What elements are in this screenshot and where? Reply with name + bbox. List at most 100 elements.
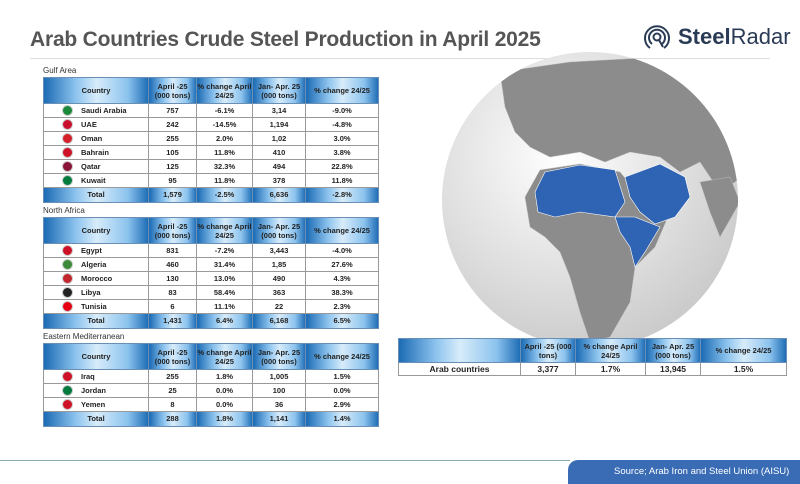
column-header: % change 24/25 [700, 338, 787, 363]
value-cell: 3.0% [305, 131, 379, 146]
value-cell: -4.8% [305, 117, 379, 132]
total-cell: Total [43, 313, 149, 329]
total-row: Total 1,431 6.4% 6,168 6.5% [43, 313, 379, 329]
country-name: Saudi Arabia [81, 105, 127, 115]
value-cell: 2.0% [196, 131, 253, 146]
total-cell: -2.5% [196, 187, 253, 203]
total-cell: 1.8% [196, 411, 253, 427]
value-cell: 460 [148, 257, 197, 272]
arab-region [534, 163, 691, 268]
table-row: Egypt 831 -7.2% 3,443 -4.0% [43, 243, 379, 258]
value-cell: -9.0% [305, 103, 379, 118]
value-cell: 27.6% [305, 257, 379, 272]
flag-icon [62, 161, 73, 173]
country-name: Egypt [81, 245, 102, 255]
country-cell: Saudi Arabia [43, 103, 149, 118]
value-cell: 38.3% [305, 285, 379, 300]
value-cell: 410 [252, 145, 306, 160]
table-row: Oman 255 2.0% 1,02 3.0% [43, 131, 379, 146]
column-header: % change April 24/25 [196, 343, 253, 370]
value-cell: -14.5% [196, 117, 253, 132]
country-name: Yemen [81, 399, 106, 409]
value-cell: 36 [252, 397, 306, 412]
country-cell: Iraq [43, 369, 149, 384]
country-cell: Qatar [43, 159, 149, 174]
value-cell: 757 [148, 103, 197, 118]
eastern-mediterranean-table: Country April -25 (000 tons)% change Apri… [43, 343, 379, 427]
country-name: Tunisia [81, 301, 107, 311]
column-header: April -25 (000 tons) [520, 338, 576, 363]
value-cell: 0.0% [196, 397, 253, 412]
total-cell: Total [43, 187, 149, 203]
table-row: Yemen 8 0.0% 36 2.9% [43, 397, 379, 412]
value-cell: -6.1% [196, 103, 253, 118]
table-row: Morocco 130 13.0% 490 4.3% [43, 271, 379, 286]
value-cell: 494 [252, 159, 306, 174]
country-name: UAE [81, 119, 97, 129]
country-cell: Algeria [43, 257, 149, 272]
column-header [398, 338, 521, 363]
value-cell: 1,02 [252, 131, 306, 146]
value-cell: 11.1% [196, 299, 253, 314]
value-cell: 1,85 [252, 257, 306, 272]
source-footer: Source; Arab Iron and Steel Union (AISU) [568, 460, 800, 484]
value-cell: 11.8% [196, 145, 253, 160]
table-row: Iraq 255 1.8% 1,005 1.5% [43, 369, 379, 384]
table-row: Kuwait 95 11.8% 378 11.8% [43, 173, 379, 188]
total-cell: 6.4% [196, 313, 253, 329]
column-header: Jan- Apr. 25 (000 tons) [252, 217, 306, 244]
summary-header-row: April -25 (000 tons)% change April 24/25… [398, 338, 787, 363]
summary-value-cell: 13,945 [645, 362, 701, 376]
summary-value-cell: 1.5% [700, 362, 787, 376]
table-row: Bahrain 105 11.8% 410 3.8% [43, 145, 379, 160]
table-row: Saudi Arabia 757 -6.1% 3,14 -9.0% [43, 103, 379, 118]
total-cell: 6,168 [252, 313, 306, 329]
country-name: Libya [81, 287, 101, 297]
country-cell: Kuwait [43, 173, 149, 188]
country-name: Oman [81, 133, 103, 143]
column-header: Jan- Apr. 25 (000 tons) [645, 338, 701, 363]
value-cell: 1,005 [252, 369, 306, 384]
country-name: Iraq [81, 371, 95, 381]
flag-icon [62, 371, 73, 383]
country-cell: Oman [43, 131, 149, 146]
summary-value-cell: 3,377 [520, 362, 576, 376]
summary-label-cell: Arab countries [398, 362, 521, 376]
value-cell: 1.8% [196, 369, 253, 384]
flag-icon [62, 245, 73, 257]
total-cell: 1,141 [252, 411, 306, 427]
value-cell: 13.0% [196, 271, 253, 286]
logo-text-light: Radar [730, 24, 791, 49]
table-row: Libya 83 58.4% 363 38.3% [43, 285, 379, 300]
value-cell: 255 [148, 131, 197, 146]
flag-icon [62, 287, 73, 299]
value-cell: -4.0% [305, 243, 379, 258]
flag-icon [62, 273, 73, 285]
country-cell: Libya [43, 285, 149, 300]
divider [30, 58, 770, 59]
total-cell: 1,431 [148, 313, 197, 329]
value-cell: 22 [252, 299, 306, 314]
country-name: Jordan [81, 385, 107, 395]
value-cell: 83 [148, 285, 197, 300]
flag-icon [62, 175, 73, 187]
north-africa-table: Country April -25 (000 tons)% change Apri… [43, 217, 379, 329]
column-header: % change 24/25 [305, 77, 379, 104]
section-label-gulf: Gulf Area [43, 66, 77, 75]
column-header: % change April 24/25 [196, 77, 253, 104]
table-row: UAE 242 -14.5% 1,194 -4.8% [43, 117, 379, 132]
table-header-row: Country April -25 (000 tons)% change Apri… [43, 77, 379, 104]
value-cell: 32.3% [196, 159, 253, 174]
country-cell: UAE [43, 117, 149, 132]
value-cell: 242 [148, 117, 197, 132]
flag-icon [62, 399, 73, 411]
flag-icon [62, 119, 73, 131]
summary-row: Arab countries 3,377 1.7% 13,945 1.5% [398, 362, 787, 376]
steelradar-logo: SteelRadar [642, 22, 791, 52]
country-name: Kuwait [81, 175, 106, 185]
column-header: % change 24/25 [305, 217, 379, 244]
section-label-north-africa: North Africa [43, 206, 85, 215]
total-cell: Total [43, 411, 149, 427]
radar-icon [644, 25, 670, 49]
column-header: April -25 (000 tons) [148, 217, 197, 244]
